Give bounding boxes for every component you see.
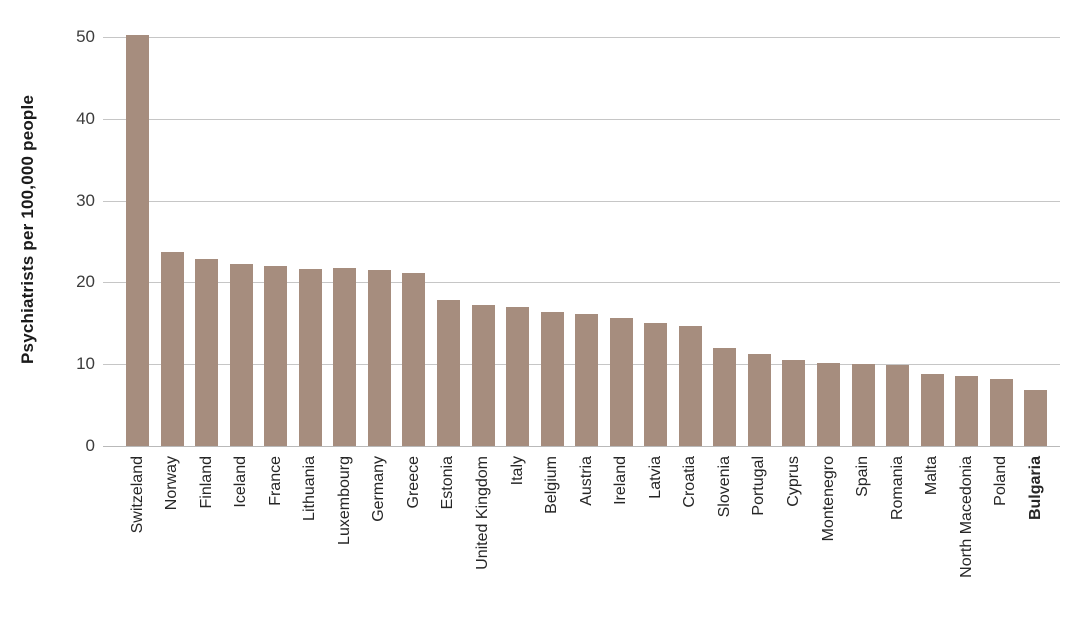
x-tick-label: Norway [163, 456, 181, 511]
x-tick-label: Latvia [646, 456, 664, 499]
x-tick-label: Spain [854, 456, 871, 497]
bar [851, 364, 875, 446]
x-tick-label: North Macedonia [957, 456, 975, 578]
x-tick-label: Germany [370, 456, 388, 522]
bar [989, 378, 1013, 446]
x-tick-label: Montenegro [819, 456, 837, 542]
bar [782, 360, 806, 446]
gridline [103, 37, 1060, 38]
bar [886, 365, 910, 446]
x-tick-label: Lithuania [301, 456, 319, 521]
bar [471, 304, 495, 446]
bar [747, 354, 771, 446]
y-tick-label: 20 [76, 272, 95, 291]
bar [713, 347, 737, 446]
x-tick-label: Portugal [750, 456, 768, 516]
gridline [103, 119, 1060, 120]
bar [540, 311, 564, 446]
x-tick-label: Malta [923, 456, 941, 496]
bar [402, 272, 426, 446]
bar [506, 306, 529, 446]
bar [955, 375, 979, 446]
bar [817, 362, 840, 446]
x-tick-label: Croatia [681, 456, 699, 508]
bar [575, 313, 599, 446]
x-tick-label: Bulgaria [1026, 456, 1044, 521]
bar [644, 322, 668, 446]
y-tick-label: 10 [76, 354, 95, 373]
y-tick-label: 40 [76, 109, 95, 128]
bar [298, 269, 322, 446]
x-tick-label: Belgium [543, 456, 561, 514]
gridline [103, 201, 1060, 202]
y-tick-label: 0 [85, 436, 95, 455]
bar [920, 374, 944, 446]
bar [126, 34, 149, 446]
x-tick-label: Estonia [439, 456, 457, 510]
x-tick-label: France [266, 456, 284, 506]
bar [160, 252, 184, 446]
y-tick-label: 50 [76, 27, 95, 46]
x-tick-label: Austria [577, 456, 595, 506]
bar [264, 266, 288, 446]
x-tick-label: Ireland [612, 456, 630, 505]
x-tick-label: Luxembourg [335, 456, 353, 545]
x-tick-label: Poland [992, 456, 1010, 506]
x-tick-label: United Kingdom [474, 456, 491, 570]
bar [678, 325, 702, 446]
x-tick-label: Slovenia [715, 456, 733, 518]
bar [367, 270, 391, 446]
bar [436, 300, 460, 446]
x-axis-line [103, 446, 1060, 447]
bar [195, 258, 219, 446]
x-tick-label: Greece [404, 456, 422, 509]
gridline [103, 282, 1060, 283]
bar [1024, 390, 1048, 446]
y-axis-title: Psychiatrists per 100,000 people [18, 94, 37, 364]
x-tick-label: Finland [197, 456, 215, 509]
bar [609, 318, 633, 446]
x-tick-label: Switzeland [128, 456, 146, 534]
x-tick-label: Italy [508, 456, 526, 486]
y-tick-label: 30 [76, 191, 95, 210]
x-tick-label: Cyprus [784, 456, 802, 507]
x-tick-label: Romania [888, 456, 906, 521]
bar [333, 267, 357, 446]
bar [229, 263, 253, 446]
x-tick-label: Iceland [232, 456, 250, 508]
